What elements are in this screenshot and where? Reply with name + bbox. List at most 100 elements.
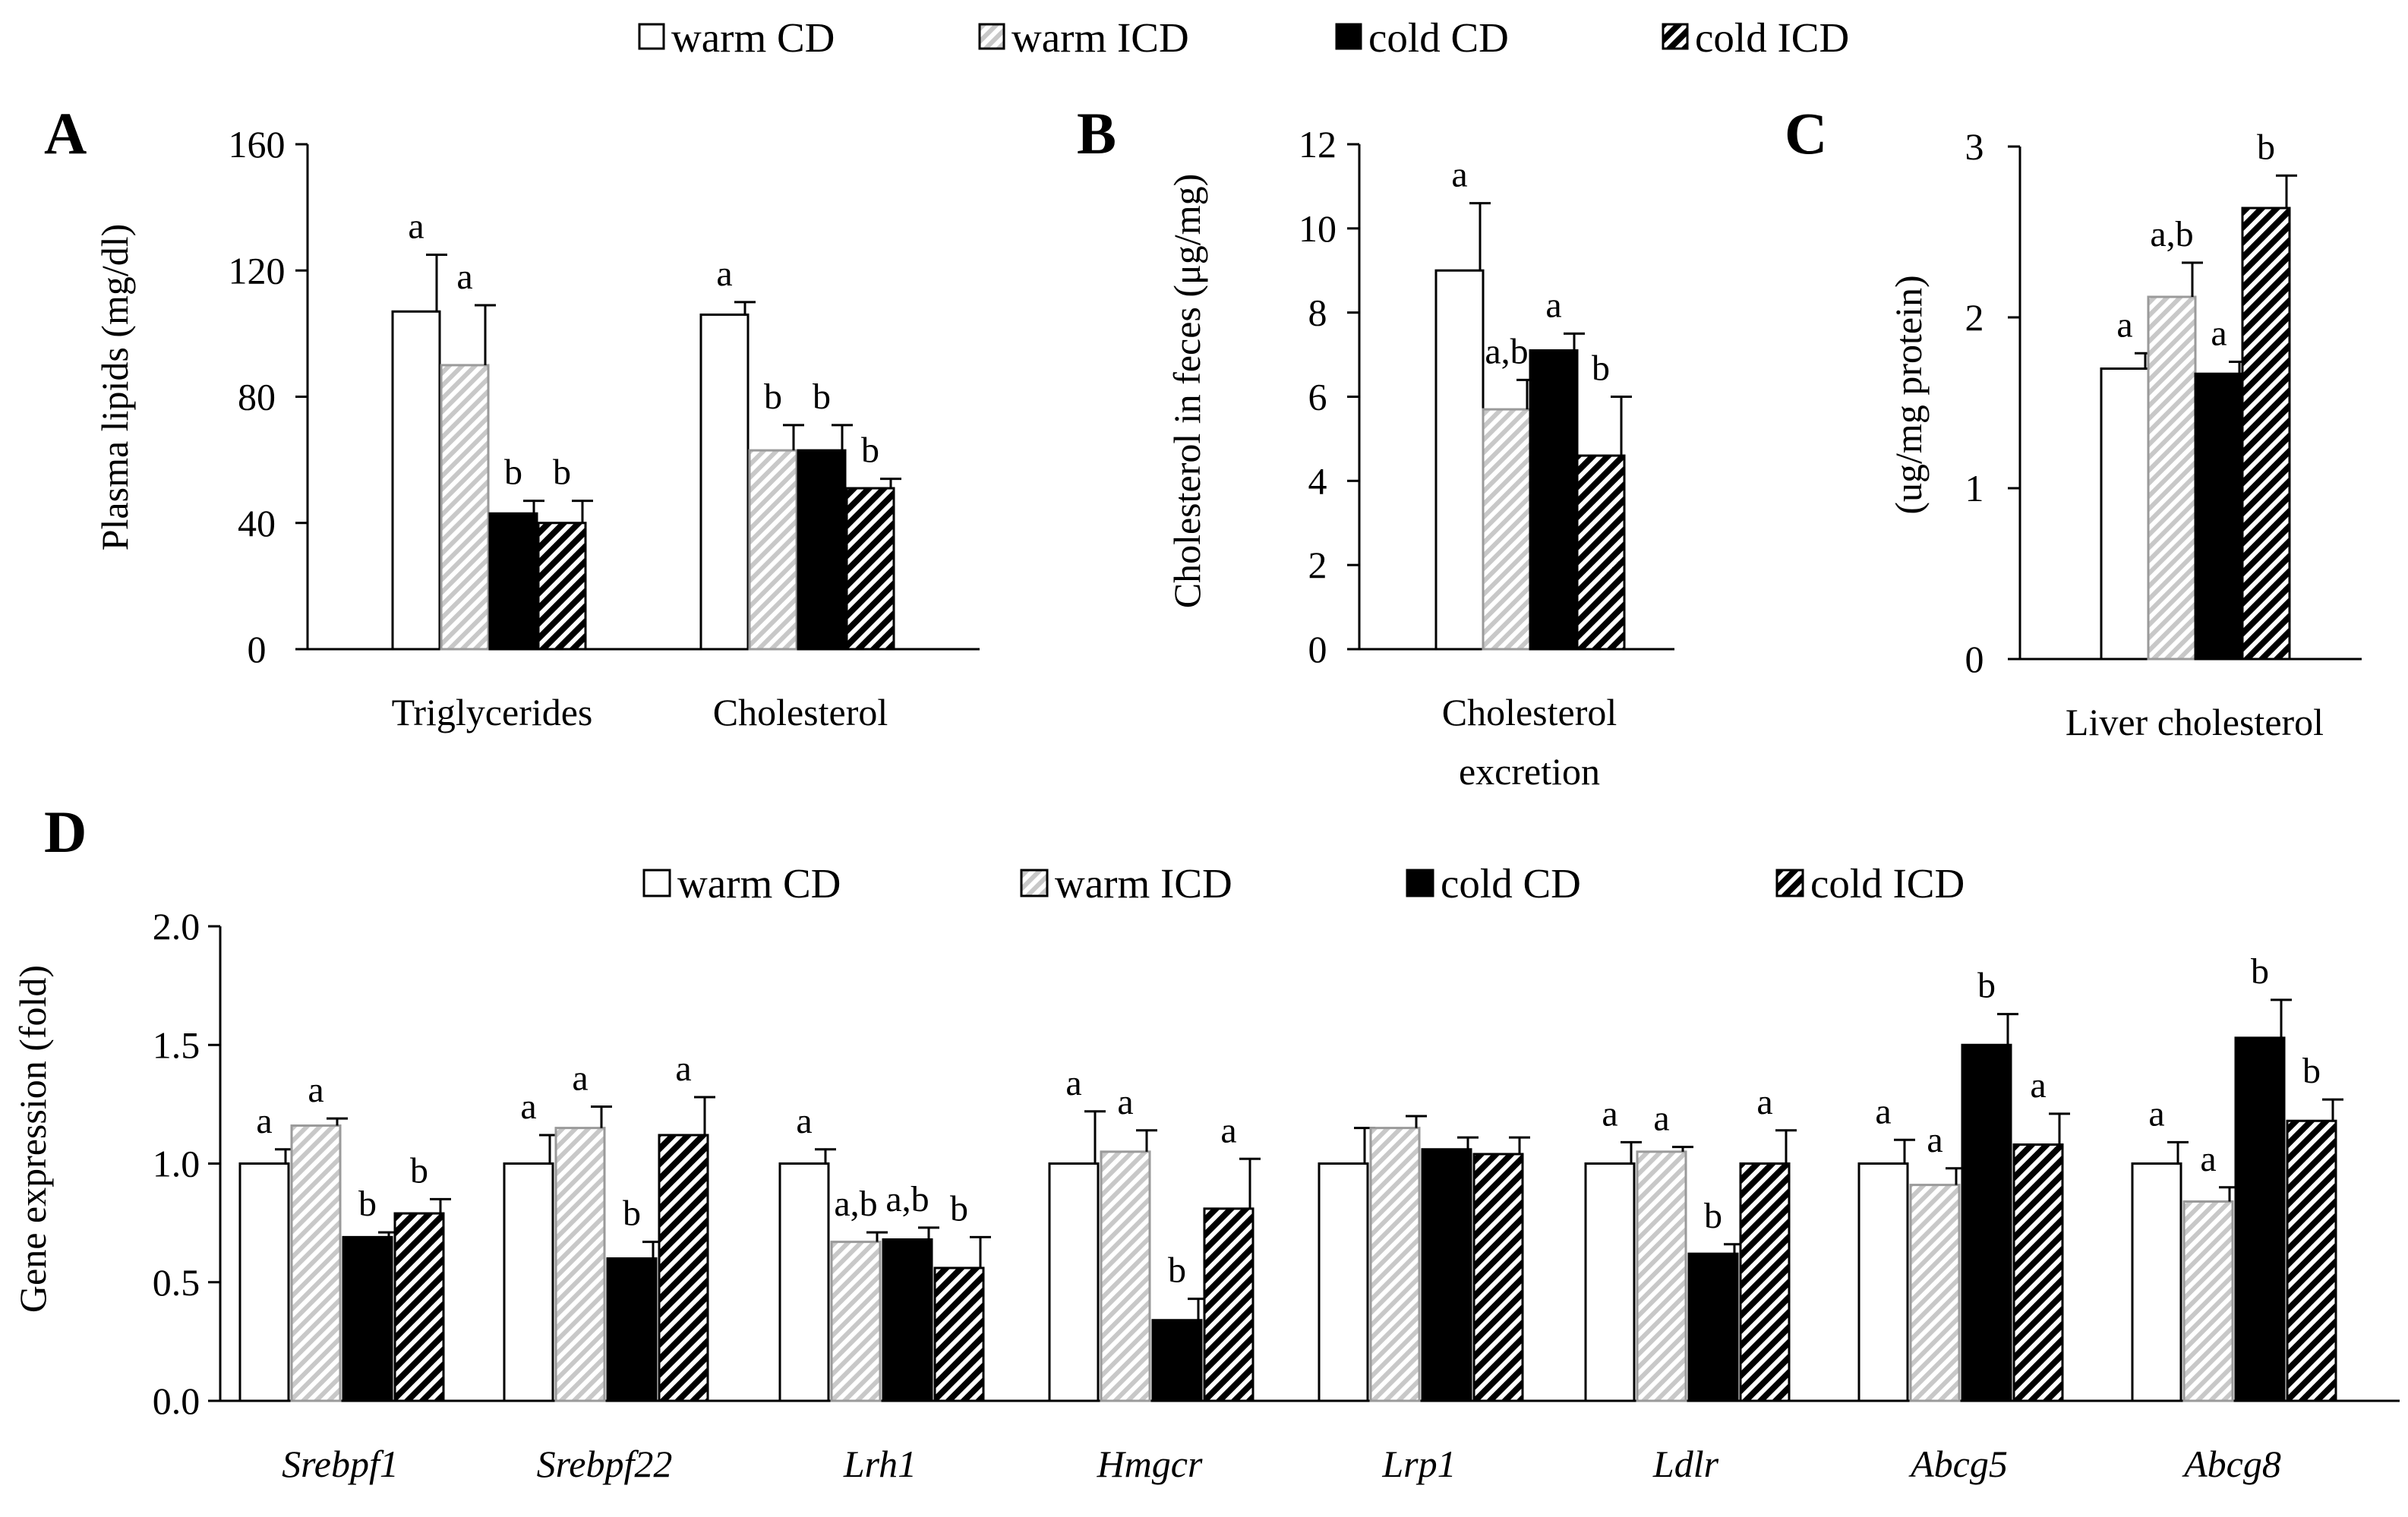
- panel-d-bar-cold-cd: [342, 1235, 393, 1402]
- panel-b-significance-label: b: [1592, 348, 1610, 389]
- panel-b-ylabel: Cholesterol in feces (μg/mg): [1166, 174, 1208, 609]
- panel-a-ylabel: Plasma lipids (mg/dl): [93, 224, 136, 551]
- panel-d-bar-warm-cd: [2131, 1162, 2182, 1402]
- panel-d-bar-warm-icd: [2182, 1200, 2234, 1402]
- legend-top-label-warm-cd: warm CD: [671, 14, 835, 61]
- legend-top: warm CD warm ICD cold CD cold ICD: [638, 14, 1849, 61]
- panel-d-ytick-label: 1.5: [153, 1023, 200, 1066]
- panel-b-category-label: excretion: [1459, 750, 1600, 793]
- panel-d-bar-warm-icd: [290, 1124, 342, 1402]
- panel-c-bar-cold-cd: [2194, 372, 2244, 661]
- panel-d-bar-cold-icd: [658, 1134, 709, 1402]
- legend-d-label-cold-cd: cold CD: [1441, 860, 1581, 907]
- panel-d-bar-warm-cd: [778, 1162, 830, 1402]
- panel-d-significance-label: a: [520, 1086, 536, 1127]
- panel-d-category-label: Ldlr: [1652, 1443, 1719, 1485]
- panel-d-bar-warm-icd: [1369, 1127, 1421, 1402]
- panel-a-ytick-label: 0: [248, 628, 267, 670]
- panel-d-significance-label: a: [1875, 1091, 1891, 1131]
- panel-d-significance-label: a: [1602, 1093, 1617, 1134]
- panel-a-significance-label: b: [813, 377, 831, 417]
- legend-panel-d: warm CD warm ICD cold CD cold ICD: [642, 860, 1965, 907]
- panel-b-significance-label: a: [1545, 285, 1561, 325]
- panel-d-significance-label: a,b: [834, 1184, 877, 1224]
- panel-a-significance-label: b: [764, 377, 782, 417]
- legend-top-swatch-cold-cd: [1335, 23, 1362, 50]
- panel-d-significance-label: a: [572, 1058, 588, 1099]
- panel-d-bar-cold-icd: [2012, 1143, 2064, 1402]
- legend-d-label-warm-cd: warm CD: [677, 860, 841, 907]
- panel-d-bar-warm-icd: [1636, 1150, 1687, 1402]
- panel-d-significance-label: a: [308, 1070, 323, 1110]
- panel-a-bar-warm-icd: [748, 449, 798, 651]
- panel-c-bar-warm-icd: [2147, 295, 2197, 661]
- panel-d-significance-label: a: [675, 1049, 691, 1089]
- panel-d-significance-label: a: [1220, 1110, 1236, 1150]
- legend-top-label-warm-icd: warm ICD: [1011, 14, 1189, 61]
- panel-d-bar-warm-cd: [238, 1162, 290, 1402]
- panel-a-ytick-label: 80: [238, 376, 276, 418]
- panel-c-ytick-label: 3: [1965, 125, 1984, 168]
- panel-d-significance-label: a: [1756, 1082, 1772, 1122]
- panel-d-bar-warm-icd: [1100, 1150, 1151, 1402]
- panel-d-category-label: Lrh1: [843, 1443, 917, 1485]
- panel-b-category-label: Cholesterol: [1442, 691, 1617, 733]
- panel-d-bar-cold-cd: [1151, 1319, 1203, 1402]
- panel-b-ytick-label: 12: [1299, 123, 1337, 166]
- panel-a-ytick-label: 160: [229, 123, 286, 166]
- panel-a-bar-cold-icd: [845, 487, 895, 651]
- panel-d-ytick-label: 0.5: [153, 1261, 200, 1304]
- panel-d-significance-label: a: [2148, 1093, 2164, 1134]
- panel-d-bar-cold-cd: [1421, 1148, 1472, 1402]
- panel-d-significance-label: b: [623, 1194, 641, 1234]
- panel-a-ytick-label: 40: [238, 502, 276, 544]
- panel-d-significance-label: b: [1168, 1250, 1186, 1291]
- panel-d-significance-label: b: [358, 1184, 377, 1224]
- panel-c-category-label: Liver cholesterol: [2066, 701, 2324, 743]
- panel-d-significance-label: a: [2030, 1065, 2046, 1105]
- panel-d-bar-cold-cd: [1961, 1043, 2012, 1402]
- panel-d-significance-label: b: [410, 1150, 428, 1191]
- panel-d-category-label: Lrp1: [1381, 1443, 1456, 1485]
- panel-c-chart: 0 1 2 3 a a,b a b Liver cholesterol: [1965, 125, 2362, 743]
- panel-d-bar-cold-icd: [1472, 1153, 1524, 1402]
- panel-d-bar-warm-cd: [1318, 1162, 1369, 1402]
- panel-b-letter: B: [1077, 100, 1116, 166]
- panel-d-category-label: Srebpf22: [537, 1443, 673, 1485]
- panel-a-significance-label: a: [408, 206, 424, 246]
- panel-b-ytick-label: 6: [1308, 376, 1327, 418]
- panel-d-bar-warm-icd: [830, 1241, 882, 1402]
- panel-a-significance-label: a: [716, 254, 732, 294]
- panel-a-significance-label: a: [456, 257, 472, 297]
- panel-d-ytick-label: 2.0: [153, 905, 200, 948]
- panel-d-bar-cold-icd: [2286, 1119, 2337, 1402]
- panel-c-letter: C: [1785, 100, 1827, 166]
- panel-a-ytick-label: 120: [229, 249, 286, 292]
- panel-b-bar-cold-cd: [1529, 349, 1579, 651]
- panel-c-bar-warm-cd: [2100, 367, 2150, 661]
- panel-c-significance-label: a: [2211, 314, 2227, 354]
- panel-a-bar-warm-icd: [440, 364, 490, 651]
- panel-d-significance-label: b: [950, 1188, 968, 1228]
- panel-a-letter: A: [44, 100, 87, 166]
- panel-d-ylabel: Gene expression (fold): [11, 965, 54, 1313]
- legend-top-label-cold-icd: cold ICD: [1695, 14, 1849, 61]
- panel-b-ytick-label: 2: [1308, 544, 1327, 586]
- panel-d-bar-cold-cd: [2234, 1036, 2286, 1402]
- panel-d-bar-warm-cd: [1857, 1162, 1909, 1402]
- legend-top-label-cold-cd: cold CD: [1368, 14, 1509, 61]
- panel-d-ytick-label: 1.0: [153, 1143, 200, 1185]
- panel-b-bar-cold-icd: [1576, 454, 1626, 651]
- panel-d-significance-label: a: [796, 1101, 812, 1141]
- panel-c-ytick-label: 0: [1965, 638, 1984, 680]
- panel-a-bar-warm-cd: [699, 313, 750, 651]
- legend-d-swatch-warm-icd: [1020, 869, 1049, 897]
- panel-a-significance-label: b: [553, 453, 571, 493]
- panel-d-category-label: Srebpf1: [282, 1443, 399, 1485]
- panel-d-bar-warm-cd: [503, 1162, 554, 1402]
- panel-d-significance-label: a,b: [885, 1179, 929, 1219]
- panel-d-significance-label: a: [1065, 1063, 1081, 1103]
- panel-b-bar-warm-cd: [1434, 269, 1485, 651]
